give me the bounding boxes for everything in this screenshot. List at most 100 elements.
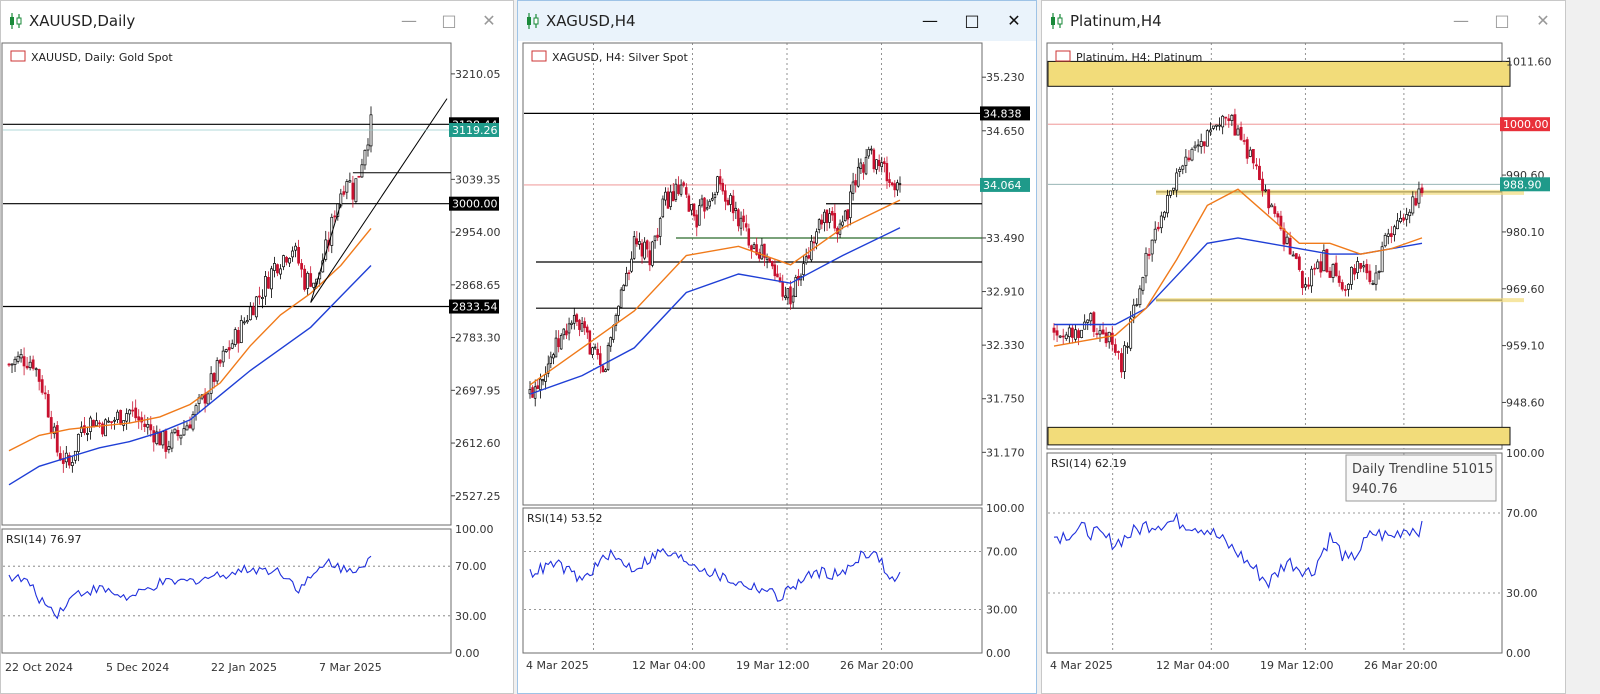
- candle-body: [614, 314, 618, 326]
- candle-body: [880, 162, 883, 168]
- close-button[interactable]: ✕: [1536, 11, 1550, 30]
- candle-body: [1141, 277, 1145, 291]
- candle-body: [671, 191, 675, 202]
- candle-body: [1405, 214, 1409, 220]
- candle-body: [1230, 115, 1234, 121]
- maximize-button[interactable]: □: [964, 11, 980, 30]
- candle-body: [1070, 327, 1074, 338]
- price-level-tag: 1000.00: [1503, 118, 1549, 131]
- rsi-plot-frame: [1, 528, 452, 654]
- candle-body: [1340, 282, 1344, 290]
- candle-body: [872, 149, 876, 170]
- candle-body: [791, 295, 795, 303]
- candle-body: [896, 182, 899, 191]
- minimize-button[interactable]: —: [1453, 11, 1469, 30]
- candle-body: [357, 175, 361, 178]
- candle-body: [83, 425, 86, 434]
- close-button[interactable]: ✕: [482, 11, 496, 30]
- maximize-button[interactable]: □: [1494, 11, 1510, 30]
- candle-body: [1104, 332, 1108, 344]
- candle-body: [131, 409, 135, 412]
- candle-body: [1374, 272, 1378, 285]
- candle-body: [182, 428, 186, 436]
- price-tick-label: 2612.60: [455, 437, 501, 450]
- rsi-tick-label: 0.00: [1506, 647, 1531, 660]
- candle-body: [658, 218, 662, 237]
- price-tick-label: 969.60: [1506, 283, 1545, 296]
- chart-area[interactable]: Platinum, H4: Platinum RSI(14) 62.19 1011.…: [1042, 41, 1566, 694]
- rsi-line: [529, 547, 901, 602]
- window-titlebar[interactable]: Platinum,H4 — □ ✕: [1042, 1, 1565, 41]
- chart-window-xagusd[interactable]: XAGUSD,H4 — □ ✕ XAGUSD, H4: Silver Spot R…: [517, 0, 1037, 694]
- date-tick-label: 19 Mar 12:00: [1260, 659, 1333, 672]
- window-titlebar[interactable]: XAGUSD,H4 — □ ✕: [518, 1, 1036, 41]
- chart-symbol-label: XAGUSD, H4: Silver Spot: [531, 50, 688, 64]
- candle-body: [1337, 275, 1341, 283]
- candle-body: [1300, 271, 1304, 289]
- candle-body: [1215, 124, 1218, 127]
- price-level-tag-bg: [980, 106, 1030, 121]
- candle-body: [101, 423, 104, 435]
- candle-body: [306, 272, 310, 289]
- close-button[interactable]: ✕: [1007, 11, 1021, 30]
- chart-area[interactable]: XAGUSD, H4: Silver Spot RSI(14) 53.52 35.2…: [518, 41, 1037, 694]
- candle-body: [1334, 262, 1338, 277]
- candle-body: [149, 424, 153, 431]
- candle-body: [828, 213, 831, 223]
- candle-body: [651, 241, 654, 266]
- candle-body: [1202, 141, 1206, 147]
- candle-body: [635, 238, 639, 245]
- price-level-tag-bg: [980, 177, 1030, 192]
- candle-body: [1325, 249, 1329, 272]
- candle-body: [1310, 268, 1314, 287]
- candle-body: [345, 181, 349, 193]
- tooltip-line1: Daily Trendline 51015: [1352, 462, 1494, 477]
- candle-body: [684, 187, 688, 195]
- rsi-tick-label: 30.00: [1506, 587, 1538, 600]
- price-level-tag-bg: [449, 299, 499, 314]
- candle-body: [856, 166, 860, 187]
- candle-body: [1074, 329, 1077, 340]
- candle-body: [209, 373, 213, 394]
- candle-body: [297, 247, 301, 264]
- candle-body: [89, 417, 92, 432]
- candle-body: [137, 416, 141, 421]
- candle-body: [825, 209, 829, 224]
- candle-body: [591, 347, 594, 355]
- chart-window-platinum[interactable]: Platinum,H4 — □ ✕ Platinum, H4: Platinum…: [1041, 0, 1566, 694]
- candle-body: [875, 159, 878, 170]
- date-tick-label: 12 Mar 04:00: [632, 659, 705, 672]
- candle-body: [575, 314, 579, 322]
- date-tick-label: 22 Oct 2024: [5, 661, 73, 674]
- candle-body: [158, 431, 162, 446]
- maximize-button[interactable]: □: [441, 11, 457, 30]
- chart-area[interactable]: XAUUSD, Daily: Gold Spot RSI(14) 76.97 321…: [1, 41, 514, 694]
- candle-body: [846, 209, 850, 220]
- candle-body: [1092, 312, 1096, 332]
- candle-body: [612, 325, 615, 340]
- candle-body: [285, 256, 288, 263]
- candle-body: [744, 223, 748, 228]
- chart-window-xauusd[interactable]: XAUUSD,Daily — □ ✕ XAUUSD, Daily: Gold S…: [0, 0, 514, 694]
- candle-body: [1371, 282, 1375, 285]
- tooltip-box: [1345, 454, 1497, 502]
- candle-body: [215, 360, 219, 382]
- candle-body: [309, 273, 313, 287]
- candle-body: [34, 368, 38, 371]
- price-level-tag-bg: [1500, 117, 1550, 132]
- window-titlebar[interactable]: XAUUSD,Daily — □ ✕: [1, 1, 513, 41]
- candle-body: [1267, 189, 1271, 209]
- candle-body: [1414, 198, 1418, 206]
- candle-body: [76, 433, 80, 452]
- candle-body: [161, 431, 165, 446]
- candle-body: [55, 425, 59, 453]
- candle-body: [37, 369, 41, 382]
- moving-average-slow: [8, 265, 372, 486]
- candle-body: [1055, 330, 1059, 336]
- candle-body: [10, 363, 14, 366]
- candle-body: [638, 241, 641, 245]
- chart-label-text: Platinum, H4: Platinum: [1076, 51, 1202, 64]
- candle-body: [536, 385, 539, 389]
- minimize-button[interactable]: —: [401, 11, 417, 30]
- minimize-button[interactable]: —: [922, 11, 938, 30]
